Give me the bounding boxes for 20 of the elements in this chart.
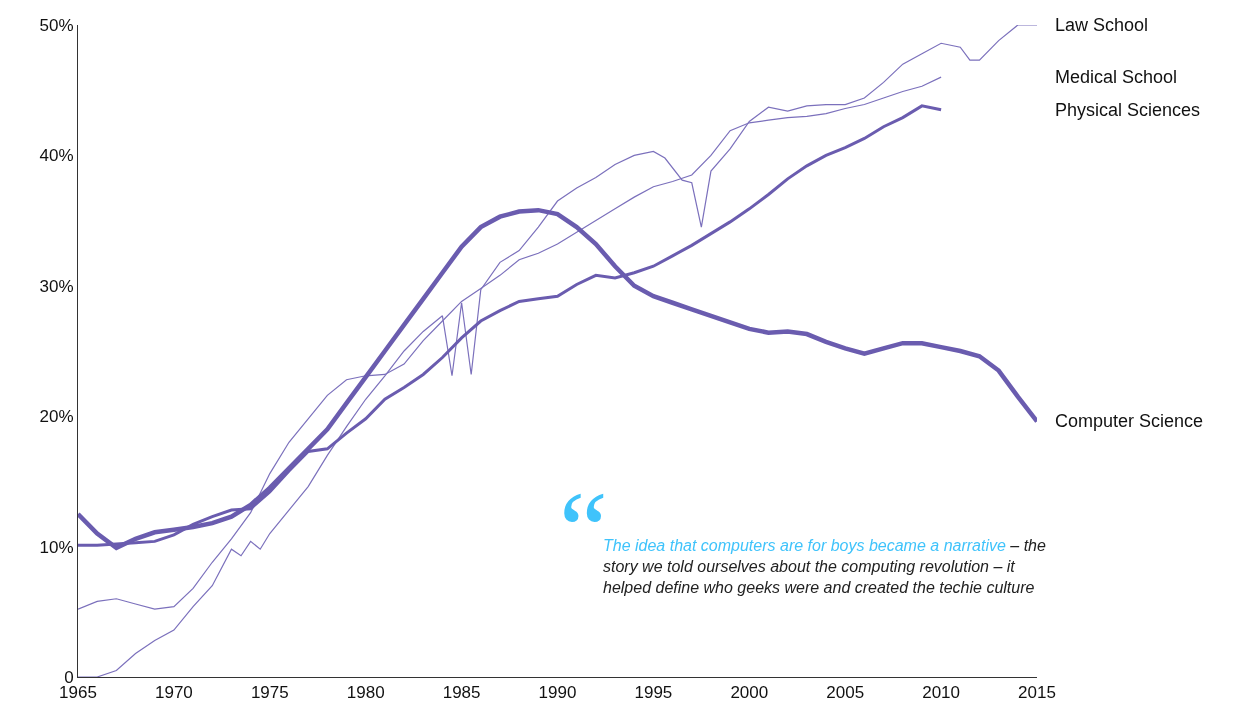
x-tick-label: 1970 — [154, 683, 193, 703]
y-tick-label: 30% — [39, 276, 74, 296]
x-tick-label: 1985 — [442, 683, 481, 703]
y-tick-label: 10% — [39, 537, 74, 557]
x-tick-label: 1995 — [634, 683, 673, 703]
x-tick-label: 2015 — [1018, 683, 1056, 703]
series-label: Computer Science — [1055, 411, 1204, 431]
x-tick-label: 1980 — [346, 683, 385, 703]
x-tick-label: 2005 — [826, 683, 865, 703]
x-tick-label: 1975 — [250, 683, 289, 703]
annotation: The idea that computers are for boys became a narrative — [603, 537, 1006, 554]
series-label: Law School — [1055, 15, 1149, 35]
x-tick-label: 1990 — [538, 683, 577, 703]
y-tick-label: 40% — [39, 146, 74, 166]
text: Medical School — [1055, 67, 1178, 87]
x-tick-label: 2000 — [730, 683, 769, 703]
y-tick-label: 50% — [39, 15, 74, 35]
text: Physical Sciences — [1055, 100, 1201, 120]
x-tick-label: 2010 — [922, 683, 961, 703]
y-tick-label: 20% — [39, 407, 74, 427]
